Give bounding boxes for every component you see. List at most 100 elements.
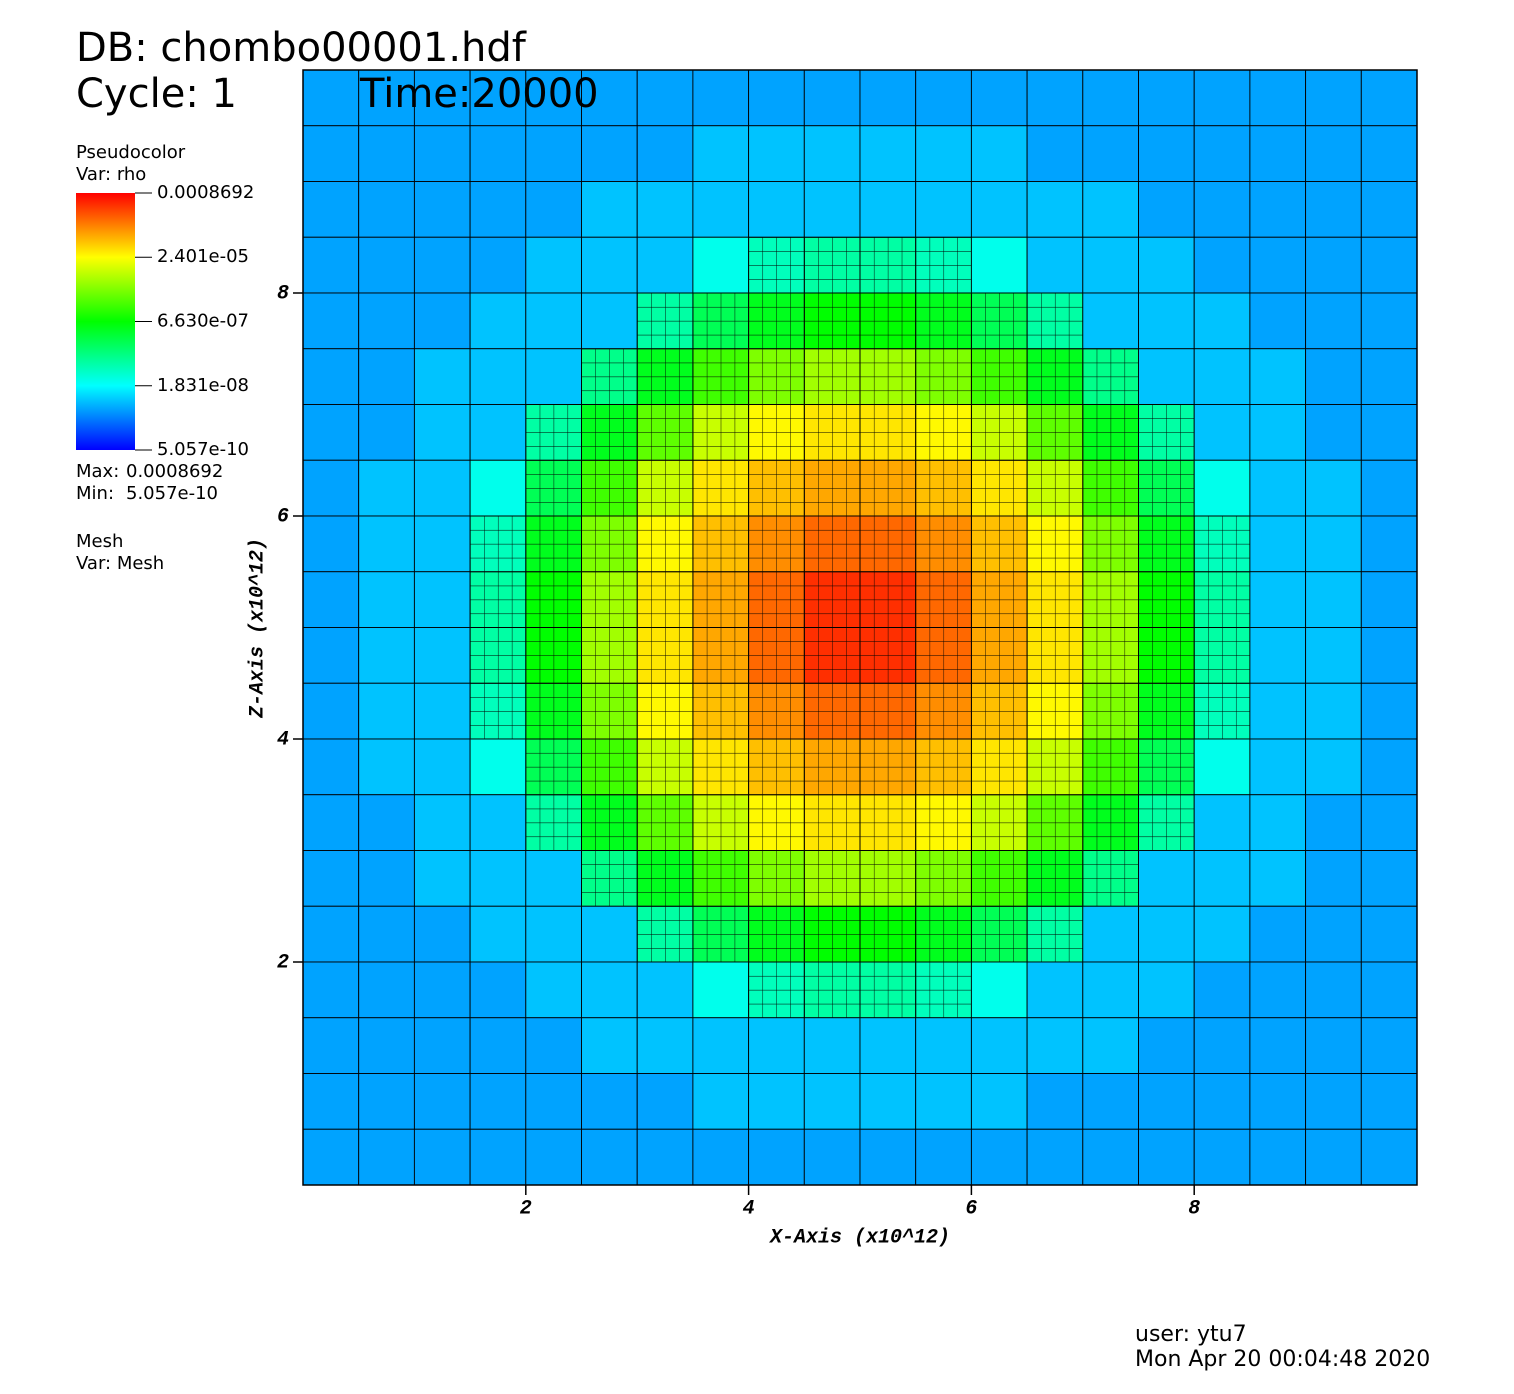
fine-mesh: [581, 571, 638, 628]
cell: [803, 181, 861, 238]
fine-mesh: [581, 404, 638, 461]
cell: [636, 961, 694, 1019]
cell: [581, 1017, 638, 1074]
fine-mesh: [1082, 794, 1139, 851]
cell: [302, 682, 360, 740]
cell: [915, 1073, 972, 1130]
cell: [636, 181, 694, 238]
cell: [1193, 1017, 1251, 1074]
cell: [636, 125, 694, 182]
cell: [1305, 627, 1362, 684]
cell: [1360, 181, 1418, 238]
cell: [1360, 682, 1418, 740]
cell: [469, 850, 527, 907]
cell: [1249, 292, 1307, 350]
cell: [525, 1073, 582, 1130]
cell: [413, 627, 471, 684]
fine-mesh: [748, 571, 805, 628]
cell: [413, 459, 471, 517]
cell: [581, 292, 638, 350]
fine-mesh: [915, 460, 972, 516]
cell: [302, 292, 360, 350]
cell: [1249, 181, 1307, 238]
fine-mesh: [748, 348, 805, 405]
cell: [915, 1128, 972, 1186]
cell: [413, 236, 471, 294]
cell: [1026, 1017, 1084, 1074]
cell: [636, 236, 694, 294]
cell: [525, 348, 582, 405]
cell: [1249, 961, 1307, 1019]
fine-mesh: [525, 739, 582, 795]
cell: [1138, 181, 1195, 238]
cell: [358, 236, 415, 294]
fine-mesh: [748, 906, 805, 962]
fine-mesh: [1194, 516, 1250, 572]
y-tick-label: 8: [277, 282, 289, 305]
fine-mesh: [1138, 794, 1195, 851]
fine-mesh: [1138, 460, 1195, 516]
cell: [803, 125, 861, 182]
cell: [1305, 515, 1362, 573]
cell: [358, 69, 415, 127]
fine-mesh: [971, 516, 1028, 572]
cell: [469, 1017, 527, 1074]
fine-mesh: [1027, 460, 1083, 516]
fine-mesh: [860, 571, 916, 628]
user: user: ytu7: [1135, 1322, 1247, 1347]
fine-mesh: [692, 906, 749, 962]
cell: [1360, 292, 1418, 350]
cell: [1360, 515, 1418, 573]
cell: [1193, 905, 1251, 963]
cell: [413, 905, 471, 963]
fine-mesh: [637, 739, 693, 795]
fine-mesh: [581, 460, 638, 516]
cycle: Cycle: 1: [76, 71, 237, 117]
cell: [1082, 69, 1139, 127]
cell: [692, 69, 750, 127]
cell: [970, 1128, 1028, 1186]
plot-name: Pseudocolor: [76, 142, 186, 163]
cell: [413, 292, 471, 350]
cell: [1026, 69, 1084, 127]
fine-mesh: [637, 460, 693, 516]
cell: [692, 1128, 750, 1186]
colorbar-tick-label: 1.831e-08: [157, 375, 249, 396]
fine-mesh: [860, 906, 916, 962]
colorbar-tick-label: 0.0008692: [157, 182, 254, 203]
cell: [1138, 292, 1195, 350]
cell: [1360, 961, 1418, 1019]
fine-mesh: [1027, 739, 1083, 795]
cell: [970, 1073, 1028, 1130]
cell: [1249, 850, 1307, 907]
cell: [1305, 1017, 1362, 1074]
cell: [1138, 1017, 1195, 1074]
cell: [302, 850, 360, 907]
fine-mesh: [971, 906, 1028, 962]
fine-mesh: [637, 850, 693, 907]
fine-mesh: [1082, 850, 1139, 907]
fine-mesh: [860, 237, 916, 293]
cell: [1193, 459, 1251, 517]
cell: [1026, 236, 1084, 294]
cell: [1082, 905, 1139, 963]
cell: [358, 571, 415, 628]
cell: [859, 181, 917, 238]
cell: [915, 125, 972, 182]
fine-mesh: [581, 348, 638, 405]
cell: [1193, 738, 1251, 796]
cell: [1138, 69, 1195, 127]
fine-mesh: [804, 683, 860, 739]
cell: [1193, 850, 1251, 907]
cell: [1305, 125, 1362, 182]
cell: [525, 181, 582, 238]
cell: [748, 1073, 805, 1130]
cell: [1082, 125, 1139, 182]
fine-mesh: [525, 516, 582, 572]
fine-mesh: [915, 794, 972, 851]
fine-mesh: [1138, 683, 1195, 739]
fine-mesh: [804, 348, 860, 405]
mesh-name: Mesh: [76, 531, 123, 552]
cell: [358, 1128, 415, 1186]
fine-mesh: [915, 739, 972, 795]
